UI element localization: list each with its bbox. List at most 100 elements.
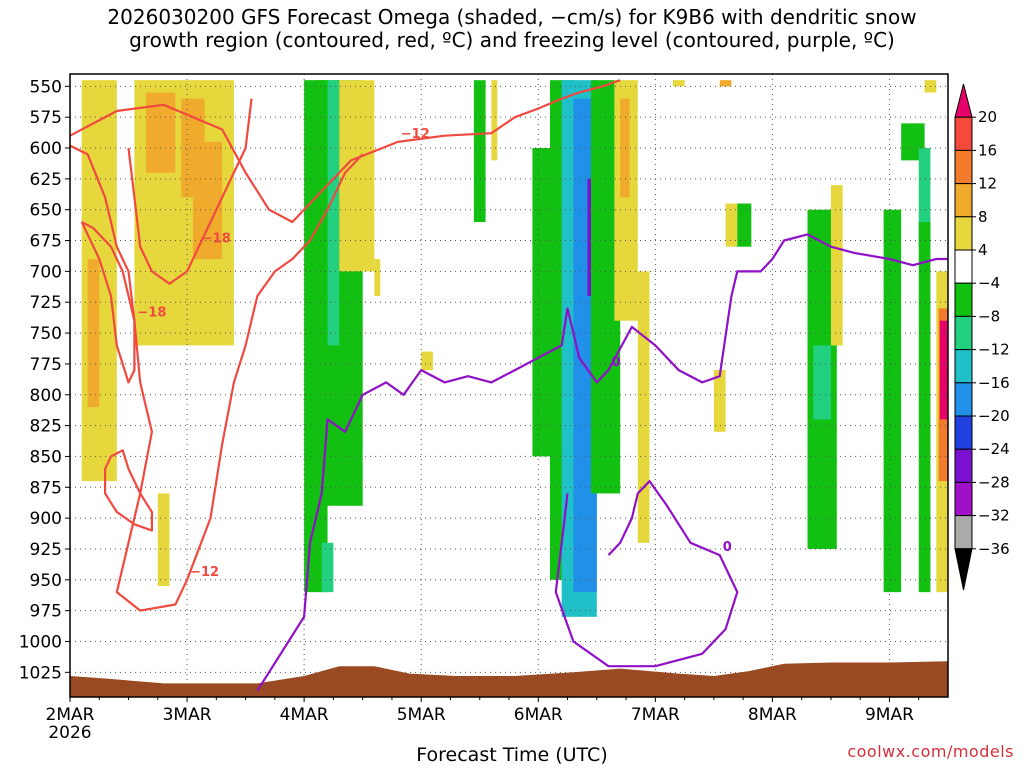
y-tick-label: 975 [30,602,62,622]
omega-patch [939,320,948,420]
dgz-contour [70,144,364,612]
colorbar-label: −20 [978,407,1010,425]
colorbar-label: 8 [978,208,988,226]
colorbar-label: −24 [978,440,1010,458]
dgz-contour-label: −12 [401,127,430,142]
dgz-contour [70,79,621,224]
freezing-level-contour-label: 0 [723,540,732,555]
omega-patch [830,185,843,346]
y-tick-label: 800 [30,386,62,406]
colorbar-segment [954,116,973,151]
dgz-contour [127,98,253,285]
colorbar-segment [954,183,973,218]
colorbar-label: 16 [978,141,997,159]
x-tick-label: 5MAR [397,705,446,725]
colorbar-label: −8 [978,307,1000,325]
omega-patch [421,351,433,371]
colorbar-label: 20 [978,108,997,126]
omega-patch [713,370,726,432]
x-year-label: 2026 [48,723,91,743]
x-tick-label: 7MAR [631,705,680,725]
x-tick-label: 6MAR [514,705,563,725]
colorbar-top-arrow [954,83,973,118]
x-axis-label: Forecast Time (UTC) [416,744,608,766]
freezing-level-contour-label: 0 [612,355,621,370]
colorbar-label: 4 [978,241,988,259]
dgz-contour-label: −18 [202,232,231,247]
y-tick-label: 750 [30,324,62,344]
omega-patch [725,203,738,247]
dgz-contour-label: −12 [190,565,219,580]
colorbar-label: −32 [978,507,1010,525]
omega-patch [637,271,650,543]
colorbar-label: −4 [978,274,1000,292]
omega-patch [672,80,685,87]
y-tick-label: 1025 [19,663,62,683]
colorbar-segment [954,415,973,450]
pressure-axis: 550 575 600 625 650 675 700 725 750 775 800 825 850 8… [19,77,70,683]
y-tick-label: 875 [30,478,62,498]
site-credit: coolwx.com/models [847,742,1014,761]
omega-patch [620,98,630,198]
colorbar-segment [954,382,973,417]
y-tick-label: 650 [30,201,62,221]
y-tick-label: 900 [30,509,62,529]
dgz-contour-label: −18 [137,306,166,321]
omega-patch [87,259,100,408]
y-tick-label: 1000 [19,632,62,652]
terrain-fill [70,661,948,697]
y-tick-label: 625 [30,170,62,190]
y-tick-label: 925 [30,540,62,560]
omega-patch [719,80,732,87]
colorbar-segment [954,349,973,384]
colorbar-segment [954,282,973,317]
y-tick-label: 550 [30,77,62,97]
y-tick-label: 775 [30,355,62,375]
colorbar-label: −12 [978,341,1010,359]
dgz-contour [104,449,153,532]
omega-patch [192,141,223,260]
colorbar-segment [954,149,973,185]
y-tick-label: 575 [30,108,62,128]
x-tick-label: 3MAR [163,705,212,725]
time-axis: 2MAR 3MAR 4MAR 5MAR 6MAR 7MAR 8MAR 9MAR 2026 [46,697,920,743]
colorbar-bottom-arrow [954,548,973,591]
colorbar-segment [954,249,973,284]
y-tick-label: 675 [30,232,62,252]
y-tick-label: 850 [30,447,62,467]
colorbar: 20 16 12 8 4 −4 −8 −12 −16 −20 −24 −28 −32 −36 [954,83,1010,591]
x-tick-label: 4MAR [280,705,329,725]
omega-patch [813,345,831,420]
omega-patch [374,259,381,297]
y-tick-label: 950 [30,571,62,591]
colorbar-label: 12 [978,175,997,193]
omega-patch [737,203,752,247]
omega-shading [81,80,948,617]
colorbar-segment [954,448,973,483]
omega-patch [491,80,498,161]
colorbar-label: −36 [978,540,1010,558]
dendritic-growth-contours: −12 −12 −18 −18 [70,79,621,612]
omega-patch [918,148,931,247]
colorbar-segment [954,481,973,517]
omega-patch [327,80,340,346]
terrain-polygon [70,661,948,697]
colorbar-label: −16 [978,374,1010,392]
omega-patch [157,493,170,586]
omega-patch [883,209,902,593]
chart-title: 2026030200 GFS Forecast Omega (shaded, −… [107,5,917,52]
x-tick-label: 9MAR [865,705,914,725]
dgz-contour [80,221,136,384]
omega-patch [473,80,486,223]
freezing-level-contour [256,233,948,692]
omega-patch [321,542,334,593]
y-tick-label: 725 [30,293,62,313]
colorbar-segment [954,515,973,550]
colorbar-segment [954,216,973,251]
colorbar-segment [954,315,973,351]
omega-patch [339,80,375,272]
omega-patch [918,222,931,593]
y-tick-label: 600 [30,139,62,159]
y-tick-label: 700 [30,262,62,282]
